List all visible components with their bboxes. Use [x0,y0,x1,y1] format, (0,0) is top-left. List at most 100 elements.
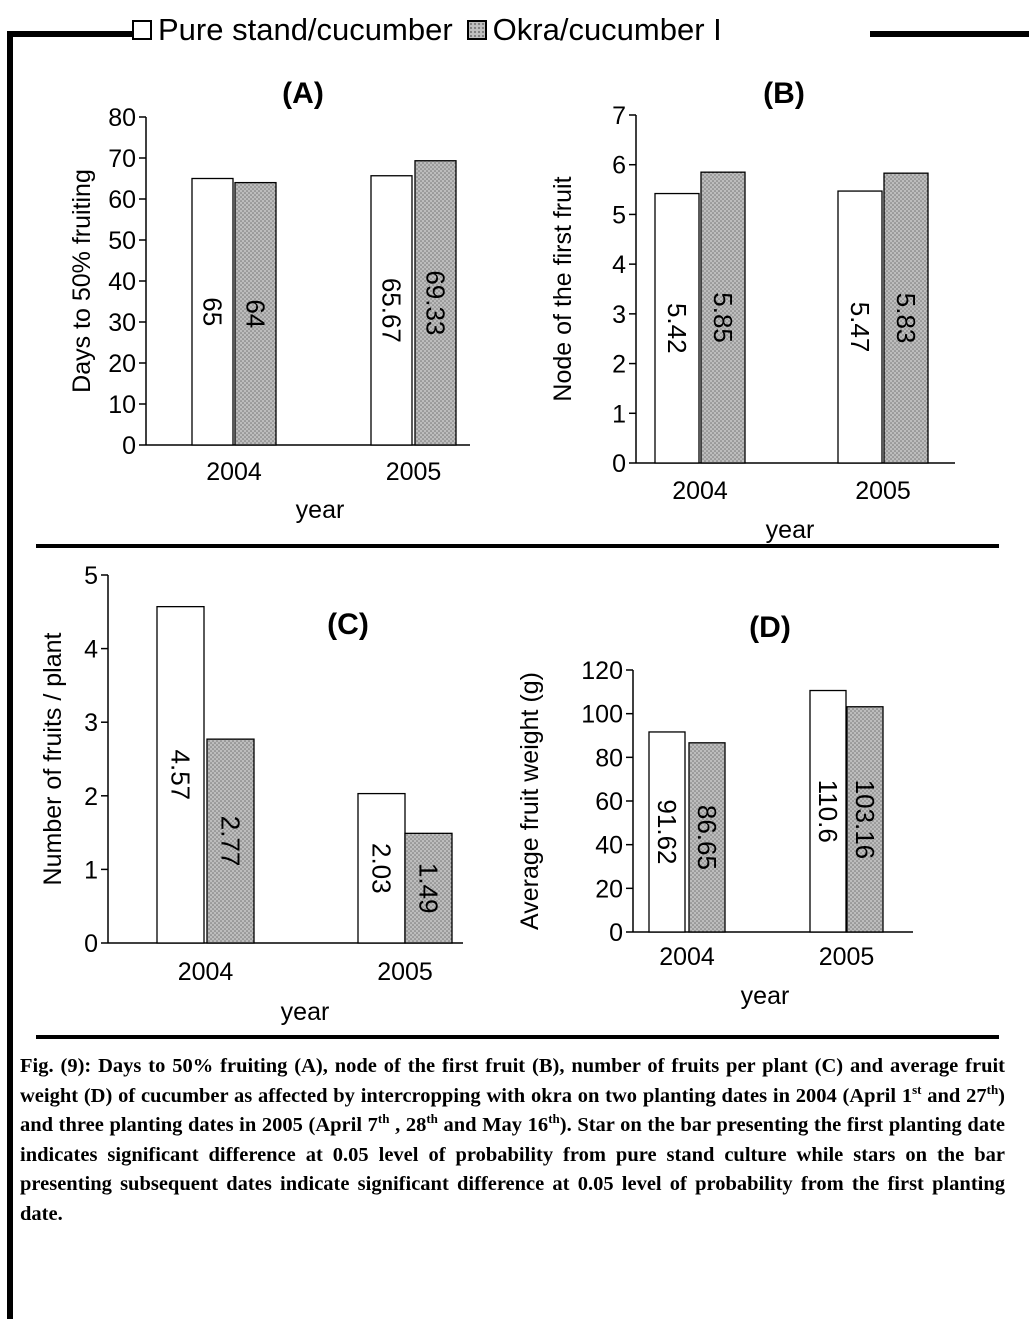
chart-a-x-tick-label: 2004 [206,458,262,486]
chart-legend: Pure stand/cucumber Okra/cucumber I [132,9,870,51]
chart-d-y-tick-label: 120 [581,657,623,685]
caption-text-2: and 27 [921,1084,987,1107]
chart-c-data-label: 2.77 [216,816,246,867]
chart-d-bar-okra [688,742,726,933]
chart-a-x-tick-label: 2005 [386,458,442,486]
chart-c-y-tick-label: 5 [84,562,98,590]
chart-a-bar-pure [191,177,234,446]
chart-a-y-axis-label: Days to 50% fruiting [68,169,96,393]
chart-c-title: (C) [327,608,369,641]
chart-c-bar-okra [206,738,255,944]
caption-sup-3: th [377,1111,390,1127]
chart-b-y-tick-label: 0 [612,450,626,478]
chart-a-bar-okra [414,160,457,446]
chart-b-x-axis-label: year [766,516,815,544]
chart-a-data-label: 65.67 [377,278,407,343]
legend-item-okra: Okra/cucumber I [466,12,722,48]
chart-b-y-tick-label: 1 [612,400,626,428]
chart-d-y-tick-label: 100 [581,701,623,729]
caption-sup-2: th [986,1081,999,1097]
chart-d-y-axis-label: Average fruit weight (g) [516,672,544,930]
chart-b-data-label: 5.42 [662,303,692,354]
chart-c-x-tick-label: 2004 [178,958,234,986]
chart-d-bar-pure [648,731,686,933]
chart-b-y-tick-label: 4 [612,251,626,279]
legend-swatch-pure [132,20,152,40]
chart-b-y-axis-label: Node of the first fruit [549,176,577,401]
chart-d-y-tick-label: 40 [595,832,623,860]
caption-sup-4: th [426,1111,438,1127]
chart-b-y-tick-label: 6 [612,152,626,180]
chart-b-bar-okra [883,172,929,464]
chart-c-bar-okra [404,832,453,944]
chart-d-y-tick-label: 20 [595,875,623,903]
chart-d-data-label: 103.16 [850,780,880,860]
caption-sup-1: st [912,1081,922,1097]
chart-c-x-tick-label: 2005 [377,958,433,986]
chart-c-bar-pure [156,605,205,944]
chart-c-bar-pure [357,792,406,944]
caption-text-4: , 28 [389,1114,427,1136]
chart-b-bar-pure [837,190,883,464]
chart-c-y-axis-label: Number of fruits / plant [39,633,67,886]
chart-a-y-tick-label: 0 [122,432,136,460]
chart-a-y-tick-label: 70 [108,145,136,173]
chart-b-data-label: 5.85 [708,292,738,343]
caption-text-3: ) and three planting dates in 2005 (Apri… [20,1084,1005,1137]
chart-c-y-tick-label: 0 [84,930,98,958]
chart-a-data-label: 65 [198,297,228,326]
chart-d-x-axis-label: year [741,982,790,1010]
legend-item-pure: Pure stand/cucumber [132,12,453,48]
chart-d-bar-okra [846,706,884,933]
chart-d-y-tick-label: 80 [595,744,623,772]
chart-d-x-tick-label: 2004 [659,943,715,971]
chart-a-y-tick-label: 80 [108,104,136,132]
chart-d-data-label: 110.6 [813,780,843,843]
chart-c-data-label: 4.57 [166,750,196,801]
caption-text-1: Fig. (9): Days to 50% fruiting (A), node… [20,1055,1005,1107]
chart-b-title: (B) [763,77,805,110]
chart-c-x-axis-label: year [281,998,330,1026]
chart-b-bar-pure [654,192,700,464]
chart-c-y-tick-label: 4 [84,636,98,664]
chart-b-x-tick-label: 2005 [855,477,911,505]
figure-caption: Fig. (9): Days to 50% fruiting (A), node… [20,1052,1005,1229]
chart-c-y-tick-label: 3 [84,709,98,737]
chart-a-bar-pure [370,175,413,446]
chart-d-y-tick-label: 0 [609,919,623,947]
chart-b-y-tick-label: 2 [612,351,626,379]
chart-b-y-tick-label: 7 [612,102,626,130]
chart-d-title: (D) [749,611,791,644]
legend-label-pure: Pure stand/cucumber [158,12,453,47]
chart-a-bar-okra [234,181,277,446]
chart-c-data-label: 1.49 [414,863,444,914]
chart-a-y-tick-label: 40 [108,268,136,296]
chart-b-y-tick-label: 5 [612,201,626,229]
chart-b-bar-okra [700,171,746,464]
chart-b-x-tick-label: 2004 [672,477,728,505]
chart-c-y-tick-label: 1 [84,856,98,884]
chart-b-data-label: 5.83 [891,293,921,344]
chart-a-y-tick-label: 10 [108,391,136,419]
chart-a-data-label: 64 [241,299,271,328]
chart-d-data-label: 86.65 [692,805,722,870]
chart-a-x-axis-label: year [296,496,345,524]
caption-text-6: ). Star on the bar presenting the first … [20,1114,1005,1225]
chart-d-bar-pure [809,689,847,933]
chart-a-y-tick-label: 60 [108,186,136,214]
caption-sup-5: th [548,1111,560,1127]
caption-text-5: and May 16 [437,1114,549,1136]
chart-a-y-tick-label: 50 [108,227,136,255]
chart-c-data-label: 2.03 [367,843,397,894]
chart-a-y-tick-label: 30 [108,309,136,337]
chart-d-x-tick-label: 2005 [819,943,875,971]
chart-a-y-tick-label: 20 [108,350,136,378]
chart-c-y-tick-label: 2 [84,783,98,811]
chart-d-y-tick-label: 60 [595,788,623,816]
chart-a-data-label: 69.33 [421,270,451,335]
chart-b-data-label: 5.47 [845,302,875,353]
legend-swatch-okra [466,20,487,40]
legend-label-okra: Okra/cucumber I [492,12,722,47]
